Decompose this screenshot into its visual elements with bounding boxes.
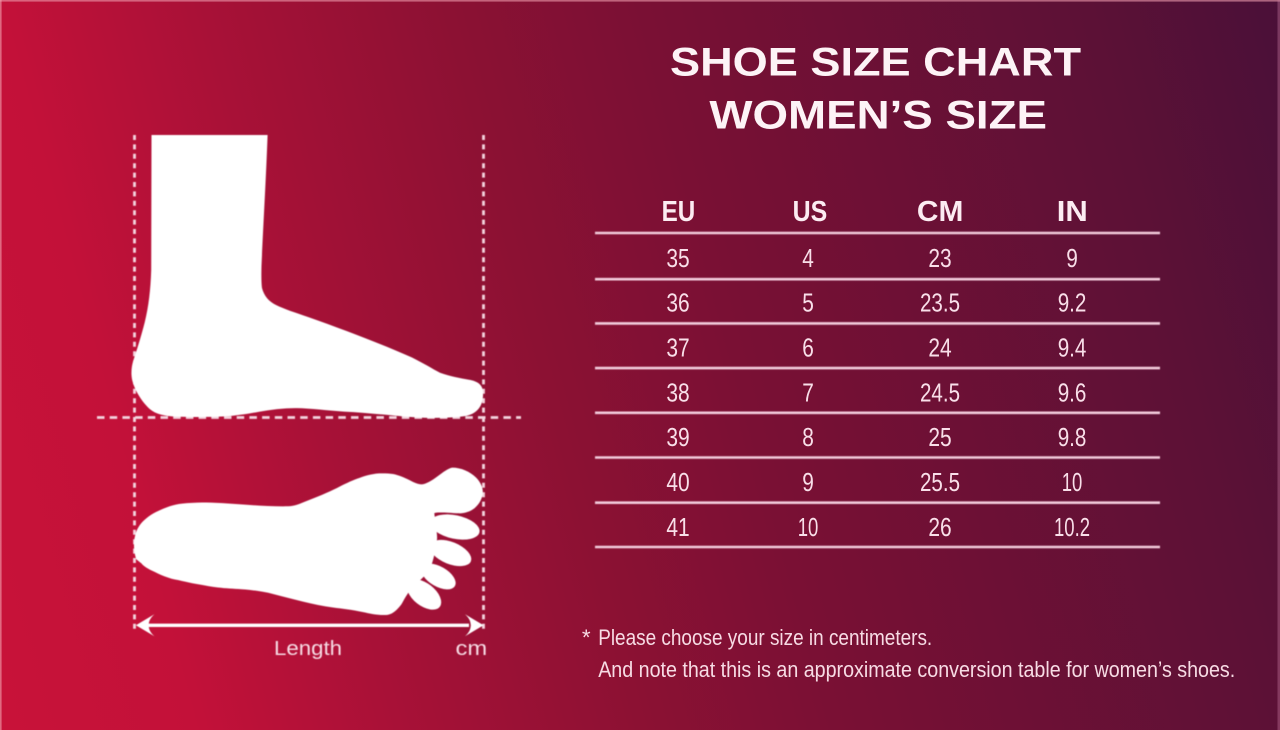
svg-text:10.2: 10.2	[1054, 512, 1090, 542]
svg-text:36: 36	[666, 288, 689, 318]
svg-text:25: 25	[928, 422, 951, 452]
svg-text:40: 40	[666, 467, 689, 497]
svg-text:9.8: 9.8	[1058, 422, 1087, 452]
svg-text:9: 9	[1066, 243, 1078, 273]
svg-text:5: 5	[802, 288, 814, 318]
svg-text:And note that this is an appro: And note that this is an approximate con…	[598, 657, 1235, 682]
svg-text:cm: cm	[456, 638, 488, 660]
svg-text:38: 38	[666, 377, 689, 407]
svg-text:39: 39	[666, 422, 689, 452]
svg-text:*: *	[582, 625, 591, 650]
svg-text:6: 6	[802, 333, 814, 363]
svg-text:10: 10	[1062, 467, 1083, 497]
svg-text:25.5: 25.5	[920, 467, 960, 497]
svg-text:SHOE SIZE CHART: SHOE SIZE CHART	[670, 40, 1082, 85]
svg-text:23: 23	[928, 243, 951, 273]
svg-text:WOMEN’S SIZE: WOMEN’S SIZE	[709, 93, 1047, 138]
svg-text:41: 41	[666, 512, 689, 542]
svg-text:Please choose your size in cen: Please choose your size in centimeters.	[598, 625, 932, 650]
svg-text:23.5: 23.5	[920, 288, 960, 318]
svg-text:9.6: 9.6	[1058, 377, 1087, 407]
svg-text:9.2: 9.2	[1058, 288, 1087, 318]
svg-text:US: US	[793, 196, 828, 228]
svg-text:24.5: 24.5	[920, 377, 960, 407]
svg-text:35: 35	[666, 243, 689, 273]
svg-text:7: 7	[802, 377, 814, 407]
svg-text:CM: CM	[917, 196, 964, 228]
svg-text:37: 37	[666, 333, 689, 363]
svg-text:10: 10	[798, 512, 819, 542]
svg-text:4: 4	[802, 243, 814, 273]
svg-text:9.4: 9.4	[1058, 333, 1087, 363]
svg-text:EU: EU	[662, 196, 696, 228]
svg-text:9: 9	[802, 467, 814, 497]
svg-text:Length: Length	[274, 638, 342, 660]
svg-text:8: 8	[802, 422, 814, 452]
svg-text:IN: IN	[1057, 196, 1088, 228]
svg-text:24: 24	[928, 333, 951, 363]
svg-text:26: 26	[928, 512, 951, 542]
